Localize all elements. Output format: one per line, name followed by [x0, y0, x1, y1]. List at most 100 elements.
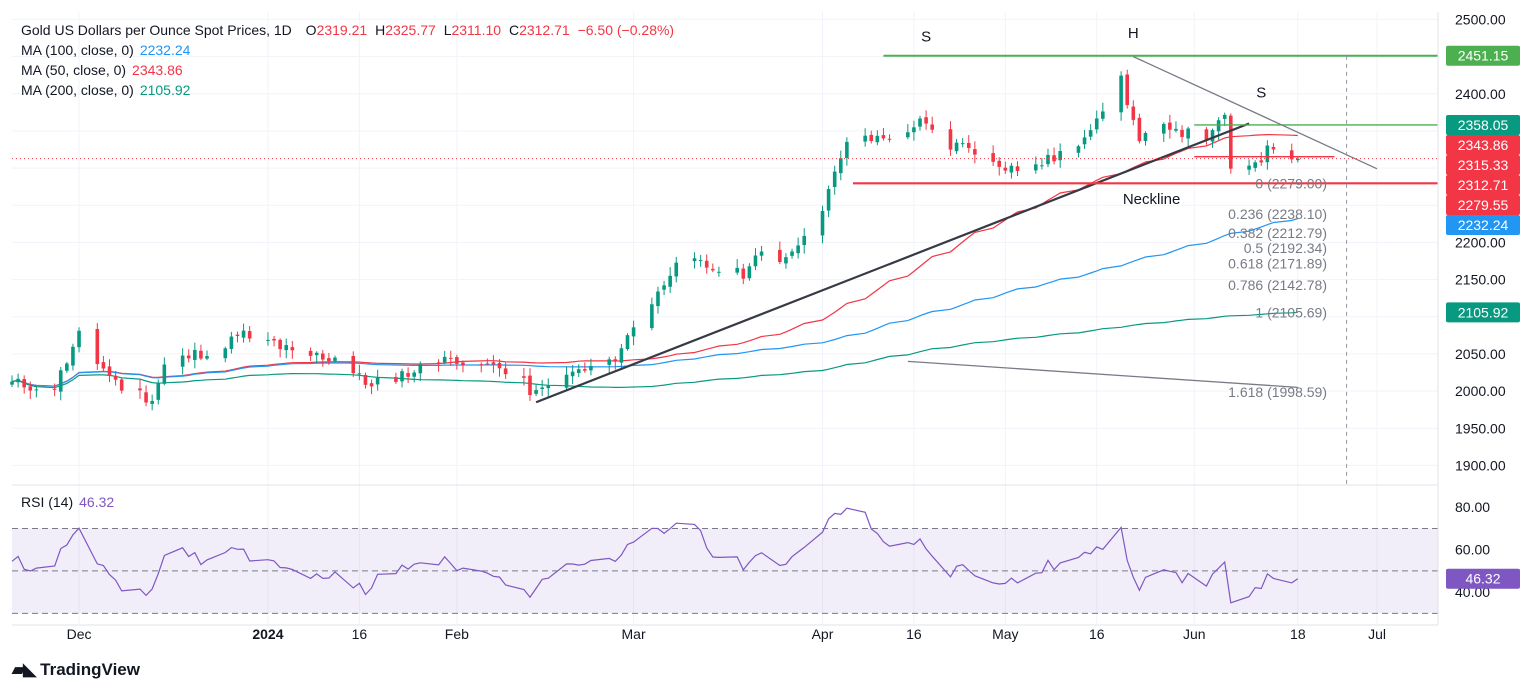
candle-body [290, 347, 295, 351]
ma100-value: 2232.24 [139, 42, 191, 58]
candle-body [826, 189, 831, 211]
price-label-box [1446, 302, 1520, 323]
candle-body [668, 275, 672, 287]
ohlc-l-label: L [443, 22, 452, 38]
downtrend-line [1133, 56, 1378, 170]
candle-body [1101, 111, 1105, 119]
rsi-band [12, 527, 1438, 614]
candle-body [448, 357, 453, 359]
candle-body [717, 271, 721, 273]
candle-body [1094, 118, 1099, 130]
candle-body [662, 285, 666, 290]
candle-body [589, 366, 593, 371]
candle-body [138, 388, 142, 391]
candle-body [948, 129, 953, 150]
candle-body [838, 158, 843, 174]
price-label-text: 2315.33 [1458, 157, 1509, 173]
candle-body [741, 268, 746, 279]
candle-body [1015, 166, 1020, 171]
time-tick-label: Jun [1183, 626, 1206, 642]
candle-body [546, 385, 551, 389]
ohlc-l: 2311.10 [451, 22, 502, 38]
tradingview-icon: ▰◣ [12, 660, 36, 679]
candle-body [1137, 117, 1142, 142]
rsi-label-text: 46.32 [1465, 571, 1500, 587]
candle-body [784, 257, 788, 264]
time-tick-label: Dec [67, 626, 92, 642]
candle-body [778, 249, 782, 262]
candle-body [503, 368, 508, 375]
candle-body [52, 388, 57, 390]
price-label-box [1446, 174, 1520, 195]
candle-body [107, 366, 112, 376]
price-tick-label: 2200.00 [1455, 234, 1506, 250]
candle-body [845, 141, 849, 159]
ma200-label: MA (200, close, 0) [21, 82, 134, 98]
candle-body [991, 153, 995, 162]
fib-level-label: 0 (2279.00) [1255, 176, 1327, 192]
ma50-line [11, 133, 1298, 387]
candle-body [461, 362, 465, 366]
rsi-tick-label: 60.00 [1455, 542, 1490, 558]
tradingview-logo[interactable]: ▰◣ TradingView [12, 660, 140, 680]
pattern-annotation: H [1128, 25, 1139, 42]
candle-body [1265, 145, 1270, 163]
candle-body [759, 251, 764, 256]
candle-body [656, 291, 660, 307]
candle-body [1052, 155, 1056, 162]
candle-body [144, 392, 148, 403]
candle-body [101, 362, 106, 369]
candle-body [1088, 130, 1093, 137]
price-label-box [1446, 194, 1520, 215]
moving-averages [11, 133, 1298, 389]
candle-body [735, 267, 739, 273]
candle-body [406, 373, 410, 377]
candle-body [869, 134, 874, 141]
rsi-value: 46.32 [79, 494, 115, 510]
ma100-line [11, 217, 1298, 387]
fib-level-label: 0.786 (2142.78) [1228, 277, 1327, 293]
symbol-legend[interactable]: Gold US Dollars per Ounce Spot Prices, 1… [21, 22, 674, 38]
candle-body [650, 304, 654, 329]
candle-body [1216, 120, 1221, 132]
ma100-legend[interactable]: MA (100, close, 0) 2232.24 [21, 42, 190, 58]
candle-body [796, 245, 800, 254]
candle-body [1076, 146, 1081, 153]
candle-body [223, 348, 228, 359]
pattern-annotation: Neckline [1123, 191, 1181, 208]
candle-body [863, 135, 867, 142]
candle-body [320, 353, 325, 360]
candle-body [820, 210, 825, 236]
candle-body [333, 357, 337, 361]
candle-body [180, 355, 185, 367]
candle-body [674, 262, 679, 277]
time-tick-label: 18 [1290, 626, 1306, 642]
rsi-legend[interactable]: RSI (14) 46.32 [21, 494, 114, 510]
ohlc-o: 2319.21 [316, 22, 368, 38]
candle-body [1168, 122, 1172, 130]
candle-body [314, 352, 319, 356]
candle-body [436, 362, 441, 364]
price-label-text: 2105.92 [1458, 304, 1509, 320]
candle-body [375, 378, 380, 385]
ma50-legend[interactable]: MA (50, close, 0) 2343.86 [21, 62, 183, 78]
rsi-line [11, 507, 1299, 604]
time-tick-label: Mar [622, 626, 646, 642]
candle-body [534, 390, 538, 394]
price-tick-label: 2050.00 [1455, 346, 1506, 362]
candle-body [369, 383, 374, 387]
candle-body [16, 378, 20, 383]
candle-body [113, 375, 118, 380]
candle-body [1296, 158, 1300, 161]
price-label-box [1446, 134, 1520, 155]
grid [12, 12, 1438, 624]
candle-body [247, 331, 252, 339]
ma200-legend[interactable]: MA (200, close, 0) 2105.92 [21, 82, 190, 98]
fib-lower-line [907, 360, 1298, 389]
candle-body [327, 358, 331, 362]
candle-body [162, 364, 167, 384]
candle-body [1125, 74, 1130, 106]
candle-body [1289, 150, 1294, 160]
candle-body [875, 135, 880, 143]
candle-body [156, 382, 161, 400]
